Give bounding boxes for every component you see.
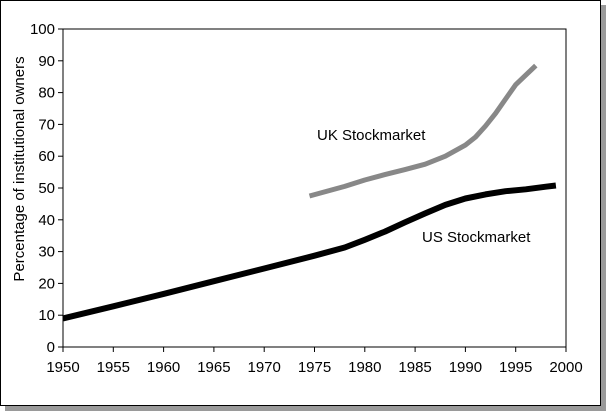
y-axis-title: Percentage of institutional owners xyxy=(11,56,28,281)
x-axis-ticks: 1950 1955 1960 1965 1970 1975 1980 1985 1990 1995… xyxy=(46,347,583,376)
x-tick-label: 1970 xyxy=(248,359,281,376)
x-tick-label: 1990 xyxy=(449,359,482,376)
y-tick-label: 90 xyxy=(38,53,55,70)
series-line-us xyxy=(62,182,557,322)
x-tick-label: 1950 xyxy=(46,359,79,376)
chart-frame xyxy=(0,0,601,406)
series-line-uk xyxy=(308,63,538,199)
x-tick-label: 2000 xyxy=(549,359,582,376)
x-tick-label: 1965 xyxy=(197,359,230,376)
x-tick-label: 1985 xyxy=(398,359,431,376)
y-tick-label: 20 xyxy=(38,275,55,292)
y-tick-label: 30 xyxy=(38,244,55,261)
x-tick-label: 1980 xyxy=(348,359,381,376)
x-tick-label: 1995 xyxy=(499,359,532,376)
y-tick-label: 70 xyxy=(38,116,55,133)
series-label-us: US Stockmarket xyxy=(422,229,531,246)
x-tick-label: 1960 xyxy=(147,359,180,376)
x-tick-label: 1955 xyxy=(97,359,130,376)
y-tick-label: 0 xyxy=(47,339,55,356)
y-tick-label: 50 xyxy=(38,180,55,197)
plot-area-border xyxy=(62,28,567,348)
series-layer xyxy=(62,63,557,322)
series-label-uk: UK Stockmarket xyxy=(317,127,426,144)
x-tick-label: 1975 xyxy=(298,359,331,376)
y-tick-label: 100 xyxy=(30,21,55,38)
y-tick-label: 40 xyxy=(38,212,55,229)
y-tick-label: 10 xyxy=(38,307,55,324)
y-axis-ticks: 0 10 20 30 40 50 60 70 80 90 100 xyxy=(30,21,63,356)
y-tick-label: 60 xyxy=(38,148,55,165)
y-tick-label: 80 xyxy=(38,85,55,102)
